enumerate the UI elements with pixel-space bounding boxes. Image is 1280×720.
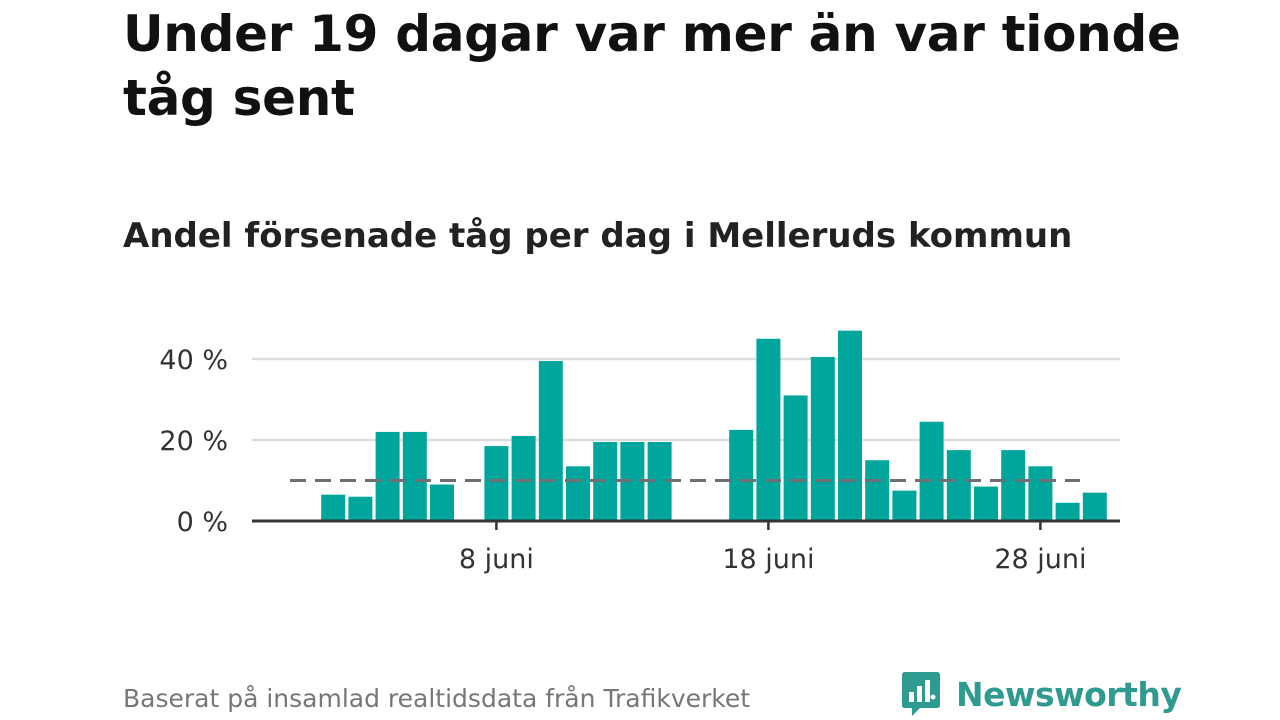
y-tick-label: 0 % <box>177 507 228 538</box>
bar-day-22 <box>865 460 890 521</box>
headline: Under 19 dagar var mer än var tionde tåg… <box>123 5 1181 127</box>
x-tick-label: 8 juni <box>459 544 534 575</box>
bar-day-8 <box>484 446 509 521</box>
brand-name: Newsworthy <box>956 674 1182 714</box>
bar-day-19 <box>783 395 808 521</box>
grid-lines <box>252 357 1120 442</box>
bar-day-30 <box>1082 492 1107 521</box>
bar-day-11 <box>566 466 590 521</box>
bar-day-25 <box>946 450 971 521</box>
bars <box>321 330 1107 521</box>
newsworthy-logo: Newsworthy <box>900 670 1182 718</box>
bar-day-23 <box>892 490 917 521</box>
x-tick-label: 28 juni <box>994 544 1086 575</box>
chart-subtitle: Andel försenade tåg per dag i Melleruds … <box>123 216 1073 256</box>
bar-day-27 <box>1001 450 1026 521</box>
y-axis-labels: 0 % 20 % 40 % <box>159 345 228 538</box>
bar-day-9 <box>511 435 536 521</box>
source-note: Baserat på insamlad realtidsdata från Tr… <box>123 684 751 713</box>
bar-day-6 <box>430 484 454 521</box>
bar-day-2 <box>321 494 346 521</box>
bar-day-21 <box>838 330 862 521</box>
bar-day-20 <box>810 356 835 521</box>
x-tick-label: 18 juni <box>722 544 814 575</box>
bar-day-10 <box>538 361 563 521</box>
bar-day-29 <box>1055 502 1080 521</box>
newsworthy-chat-icon <box>902 672 940 716</box>
y-tick-label: 40 % <box>159 345 228 376</box>
bar-day-4 <box>375 431 400 521</box>
bar-day-3 <box>348 496 373 521</box>
bar-day-26 <box>974 486 998 521</box>
bar-day-28 <box>1028 466 1053 521</box>
bar-day-24 <box>919 421 944 521</box>
bar-day-17 <box>729 429 754 521</box>
y-tick-label: 20 % <box>159 426 228 457</box>
bar-day-5 <box>402 431 427 521</box>
x-axis-ticks: 8 juni 18 juni 28 juni <box>459 521 1086 575</box>
bar-day-18 <box>756 338 781 521</box>
